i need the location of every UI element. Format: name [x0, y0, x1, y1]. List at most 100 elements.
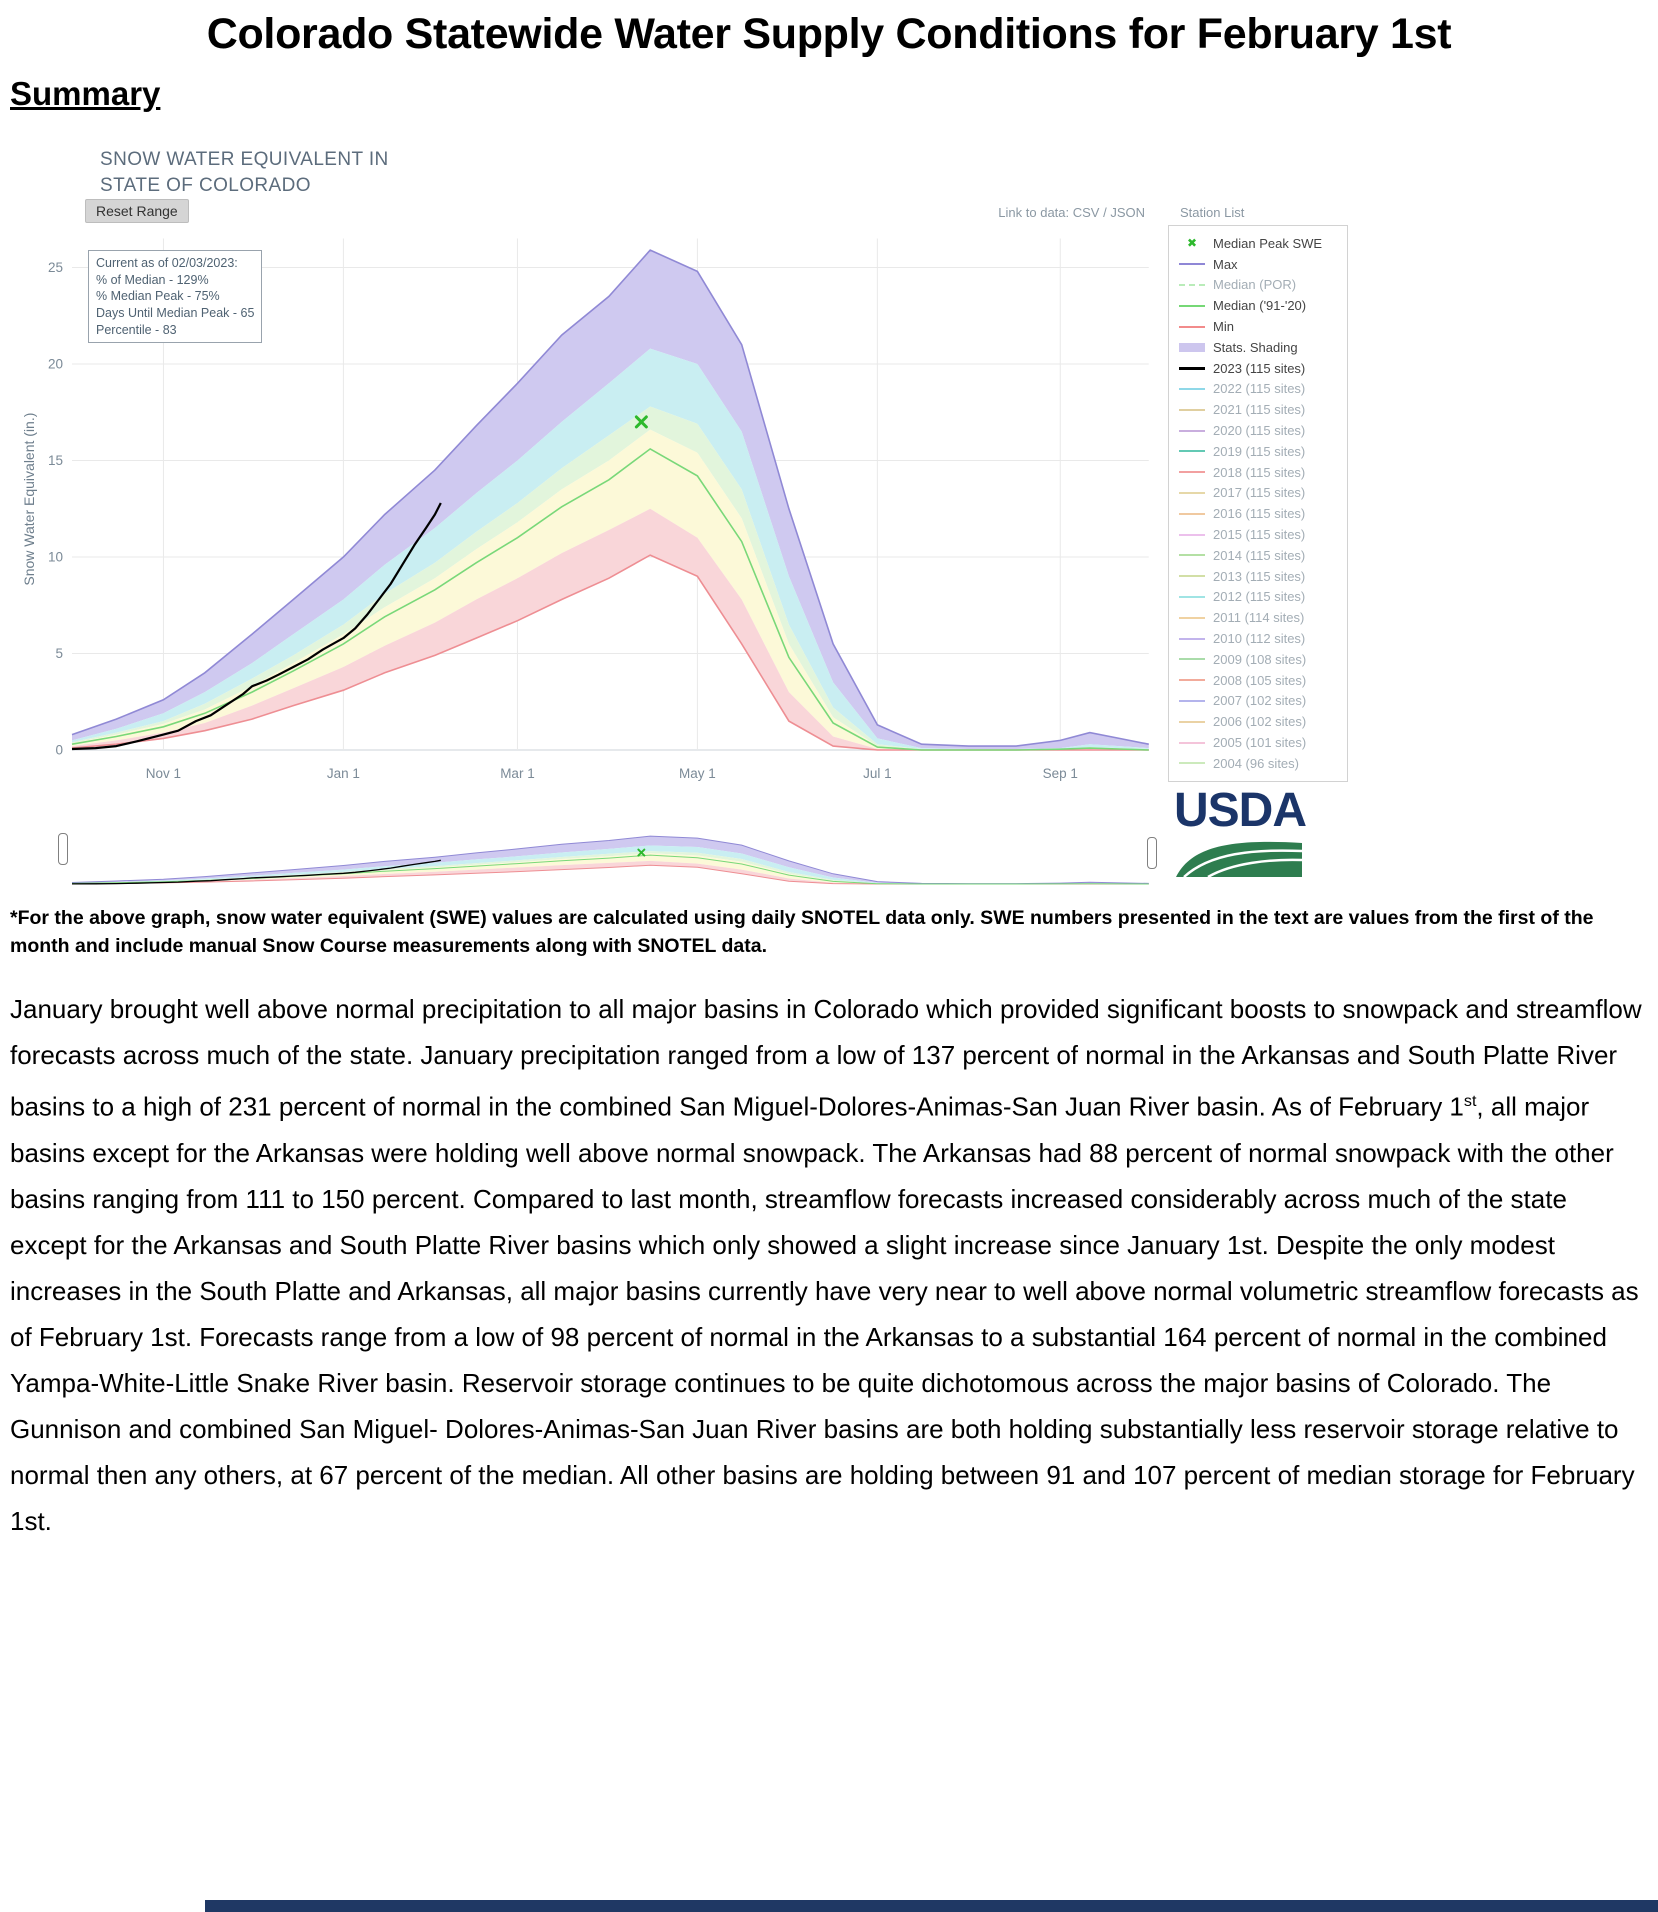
legend-item-label: 2009 (108 sites) [1213, 651, 1307, 667]
legend-item-median-91-20[interactable]: Median ('91-'20) [1179, 295, 1343, 316]
legend-item-2019-115-sites[interactable]: 2019 (115 sites) [1179, 441, 1343, 462]
tooltip-line: Days Until Median Peak - 65 [96, 305, 255, 320]
reset-range-button[interactable]: Reset Range [85, 199, 189, 223]
legend-swatch-icon [1179, 325, 1205, 328]
legend-list: ✖ Median Peak SWE Max Median (POR) Median ('… [1168, 225, 1348, 782]
range-handle-left[interactable] [58, 833, 68, 865]
legend-item-label: 2005 (101 sites) [1213, 735, 1307, 751]
legend-item-2017-115-sites[interactable]: 2017 (115 sites) [1179, 483, 1343, 504]
chart-title: SNOW WATER EQUIVALENT IN STATE OF COLORA… [100, 147, 389, 199]
legend-swatch-icon [1179, 387, 1205, 390]
legend-swatch-icon [1179, 762, 1205, 765]
usda-wordmark: USDA [1174, 784, 1307, 837]
legend-item-label: 2022 (115 sites) [1213, 381, 1306, 397]
svg-text:20: 20 [48, 357, 63, 372]
chart-title-line1: SNOW WATER EQUIVALENT IN [100, 149, 389, 170]
legend-item-2012-115-sites[interactable]: 2012 (115 sites) [1179, 587, 1343, 608]
legend-item-2016-115-sites[interactable]: 2016 (115 sites) [1179, 503, 1343, 524]
legend-item-2005-101-sites[interactable]: 2005 (101 sites) [1179, 732, 1343, 753]
legend-item-2013-115-sites[interactable]: 2013 (115 sites) [1179, 566, 1343, 587]
legend-item-median-peak-swe[interactable]: ✖ Median Peak SWE [1179, 233, 1343, 254]
json-link[interactable]: JSON [1110, 205, 1145, 220]
tooltip-line: % Median Peak - 75% [96, 289, 220, 304]
summary-heading: Summary [10, 75, 161, 112]
legend-item-label: 2016 (115 sites) [1213, 506, 1306, 522]
legend-swatch-icon [1179, 263, 1205, 266]
chart-footnote: *For the above graph, snow water equival… [10, 907, 1594, 957]
legend-item-2010-112-sites[interactable]: 2010 (112 sites) [1179, 628, 1343, 649]
summary-paragraph: January brought well above normal precip… [10, 994, 1642, 1537]
legend-swatch-icon [1179, 366, 1205, 370]
legend-item-label: 2017 (115 sites) [1213, 485, 1306, 501]
legend-item-median-por[interactable]: Median (POR) [1179, 275, 1343, 296]
swe-mini-chart[interactable] [20, 830, 1160, 888]
svg-text:5: 5 [55, 646, 63, 661]
legend-swatch-icon [1179, 554, 1205, 557]
svg-text:May 1: May 1 [679, 766, 716, 781]
range-handle-right[interactable] [1147, 837, 1157, 869]
legend-item-label: 2010 (112 sites) [1213, 631, 1306, 647]
legend-swatch-icon [1179, 575, 1205, 578]
legend-item-label: 2011 (114 sites) [1213, 610, 1305, 626]
legend-swatch-icon [1179, 512, 1205, 515]
legend-item-min[interactable]: Min [1179, 316, 1343, 337]
legend-item-stats-shading[interactable]: Stats. Shading [1179, 337, 1343, 358]
legend-item-label: Min [1213, 319, 1234, 335]
svg-text:Jan 1: Jan 1 [327, 766, 360, 781]
legend-swatch-icon [1179, 679, 1205, 682]
swe-main-chart[interactable]: 0 5 10 15 20 25 Nov 1 Jan 1 Mar 1 May 1 Jul 1 Sep 1… [20, 225, 1160, 810]
legend-item-label: 2015 (115 sites) [1213, 527, 1306, 543]
usda-logo: USDA [1174, 784, 1307, 877]
legend-item-2023-115-sites[interactable]: 2023 (115 sites) [1179, 358, 1343, 379]
legend-swatch-icon [1179, 342, 1205, 352]
legend-swatch-icon [1179, 595, 1205, 598]
legend-swatch-icon [1179, 491, 1205, 494]
legend-item-label: 2008 (105 sites) [1213, 672, 1307, 688]
legend-item-label: 2018 (115 sites) [1213, 464, 1306, 480]
legend-item-2011-114-sites[interactable]: 2011 (114 sites) [1179, 607, 1343, 628]
legend-item-2018-115-sites[interactable]: 2018 (115 sites) [1179, 462, 1343, 483]
svg-text:10: 10 [48, 550, 63, 565]
csv-link[interactable]: CSV [1072, 205, 1100, 220]
legend-item-label: 2013 (115 sites) [1213, 568, 1306, 584]
link-separator: / [1099, 205, 1111, 220]
tooltip-line: Current as of 02/03/2023: [96, 256, 238, 270]
svg-text:0: 0 [55, 743, 63, 758]
link-to-data: Link to data: CSV / JSON [985, 205, 1145, 220]
legend-swatch-icon [1179, 471, 1205, 474]
chart-hover-tooltip: Current as of 02/03/2023: % of Median - … [88, 250, 263, 344]
page-title: Colorado Statewide Water Supply Conditio… [206, 10, 1452, 58]
legend-swatch-icon [1179, 429, 1205, 432]
legend-item-label: 2007 (102 sites) [1213, 693, 1307, 709]
svg-text:Snow Water Equivalent (in.): Snow Water Equivalent (in.) [21, 413, 37, 586]
legend-item-max[interactable]: Max [1179, 254, 1343, 275]
chart-title-line2: STATE OF COLORADO [100, 175, 311, 197]
legend-item-2022-115-sites[interactable]: 2022 (115 sites) [1179, 379, 1343, 400]
legend-swatch-icon [1179, 720, 1205, 723]
legend-item-2021-115-sites[interactable]: 2021 (115 sites) [1179, 399, 1343, 420]
legend-item-2004-96-sites[interactable]: 2004 (96 sites) [1179, 753, 1343, 774]
next-section-bar [205, 1900, 1658, 1912]
svg-text:Mar 1: Mar 1 [500, 766, 535, 781]
legend-swatch-icon [1179, 616, 1205, 619]
swe-chart-widget: SNOW WATER EQUIVALENT IN STATE OF COLORA… [0, 135, 1658, 893]
legend-item-2015-115-sites[interactable]: 2015 (115 sites) [1179, 524, 1343, 545]
legend-item-2020-115-sites[interactable]: 2020 (115 sites) [1179, 420, 1343, 441]
legend-item-label: Stats. Shading [1213, 339, 1298, 355]
legend-item-2009-108-sites[interactable]: 2009 (108 sites) [1179, 649, 1343, 670]
legend-item-label: 2020 (115 sites) [1213, 423, 1306, 439]
legend-swatch-icon [1179, 699, 1205, 702]
legend-item-label: Median (POR) [1213, 277, 1297, 293]
legend-item-2006-102-sites[interactable]: 2006 (102 sites) [1179, 711, 1343, 732]
legend-item-2007-102-sites[interactable]: 2007 (102 sites) [1179, 691, 1343, 712]
svg-text:25: 25 [48, 260, 63, 275]
legend-item-label: 2004 (96 sites) [1213, 755, 1299, 771]
legend-swatch-icon [1179, 304, 1205, 307]
legend-item-2008-105-sites[interactable]: 2008 (105 sites) [1179, 670, 1343, 691]
tooltip-line: Percentile - 83 [96, 322, 177, 337]
svg-text:Jul 1: Jul 1 [863, 766, 892, 781]
legend-item-2014-115-sites[interactable]: 2014 (115 sites) [1179, 545, 1343, 566]
station-list-link[interactable]: Station List [1180, 205, 1245, 220]
tooltip-line: % of Median - 129% [96, 272, 209, 287]
legend-swatch-icon [1179, 408, 1205, 411]
